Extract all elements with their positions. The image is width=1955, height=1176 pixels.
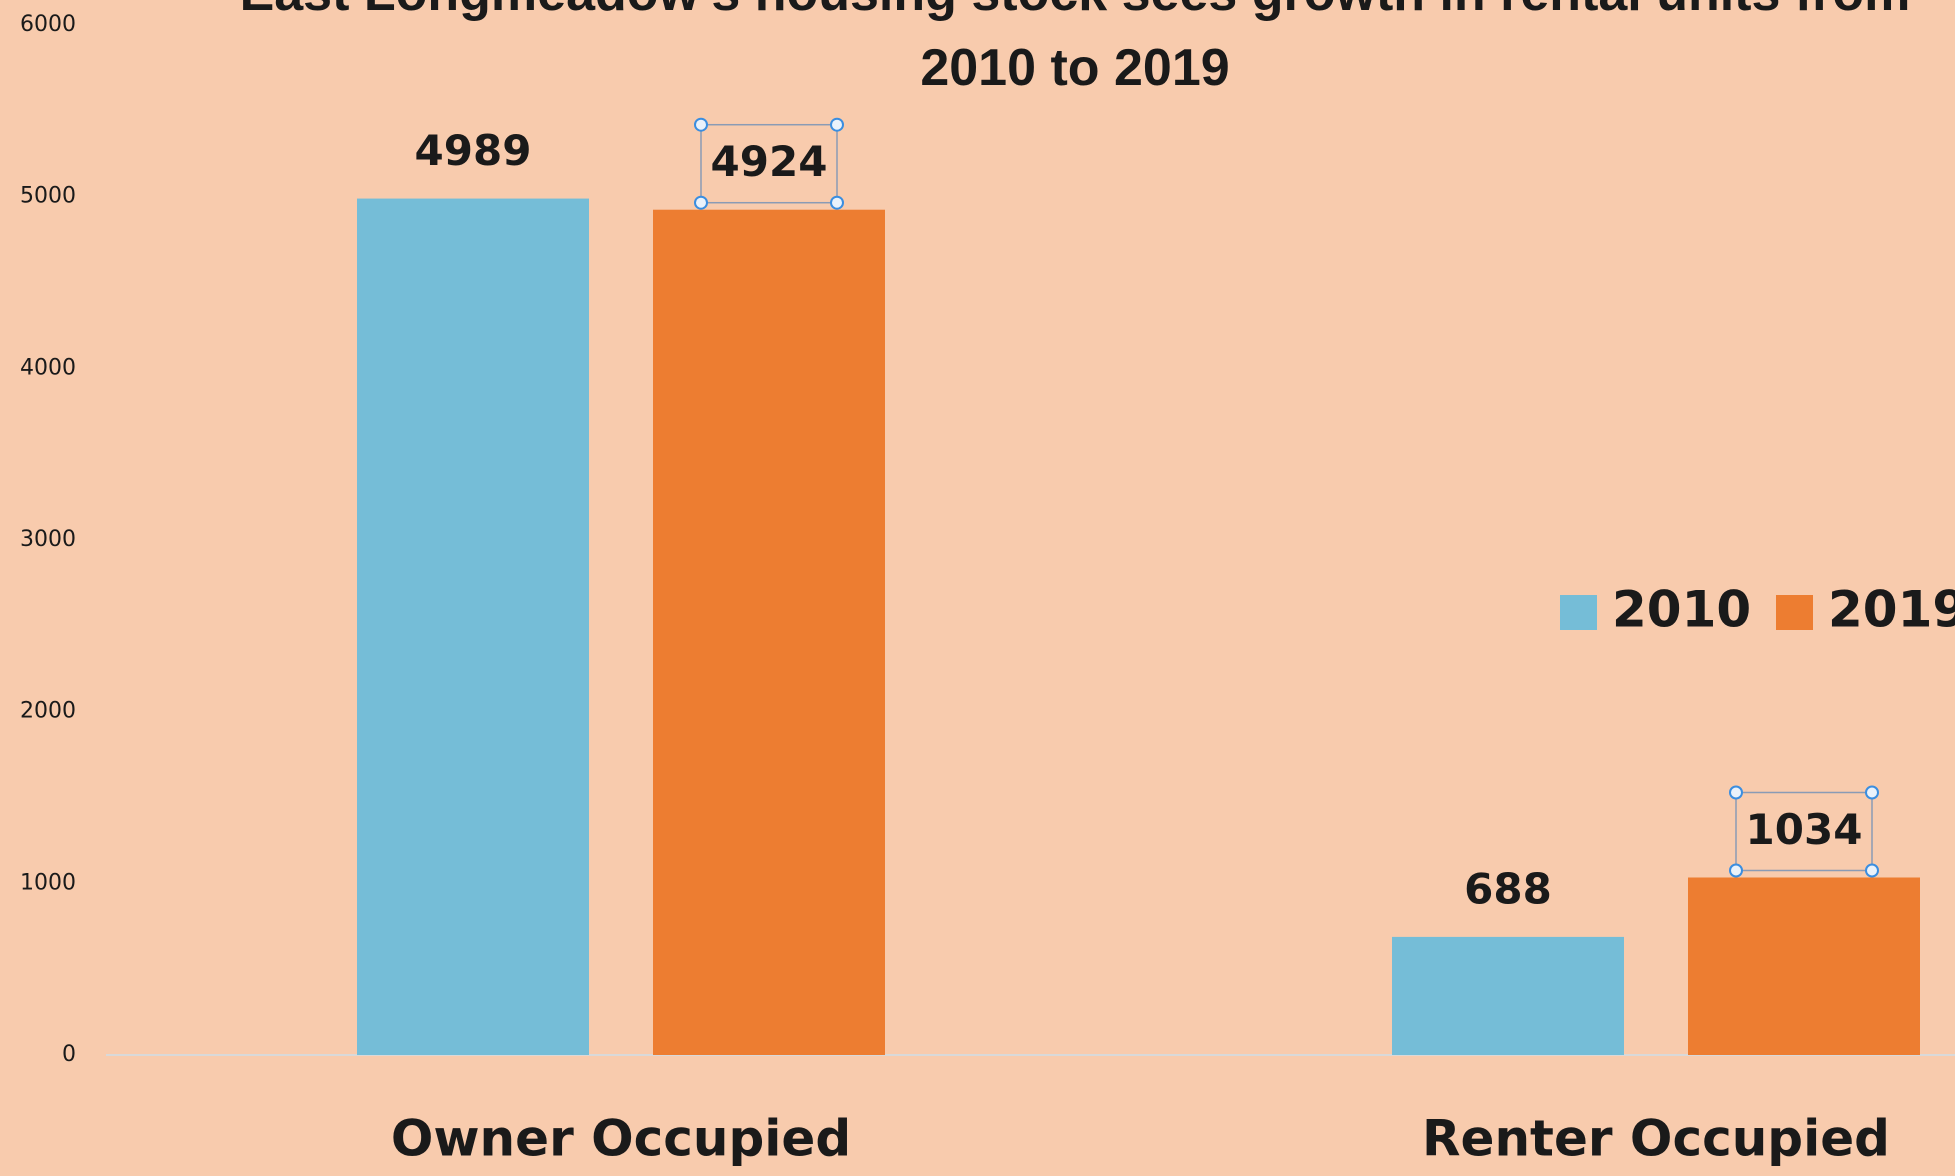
selection-handle — [694, 117, 708, 132]
y-tick-label: 4000 — [20, 355, 76, 380]
legend-label: 2010 — [1612, 581, 1751, 639]
selection-handle — [1865, 785, 1879, 800]
data-label: 4989 — [415, 126, 532, 175]
y-tick-label: 2000 — [20, 699, 76, 724]
bar — [1392, 936, 1624, 1055]
y-tick-label: 1000 — [20, 870, 76, 895]
legend-swatch — [1560, 595, 1597, 630]
bar — [1688, 877, 1920, 1055]
selection-box — [1735, 791, 1873, 872]
y-tick-label: 5000 — [20, 184, 76, 209]
bar — [357, 198, 589, 1055]
y-tick-label: 3000 — [20, 527, 76, 552]
bar — [653, 209, 885, 1056]
selection-box — [700, 123, 838, 204]
y-tick-label: 6000 — [20, 12, 76, 37]
data-label: 1034 — [1746, 805, 1863, 854]
selection-handle — [1865, 863, 1879, 878]
data-label: 688 — [1464, 864, 1552, 913]
selection-handle — [1729, 785, 1743, 800]
selection-handle — [830, 117, 844, 132]
data-label: 4924 — [711, 137, 828, 186]
legend-swatch — [1776, 595, 1813, 630]
y-tick-label: 0 — [62, 1042, 76, 1067]
legend-label: 2019 — [1828, 581, 1955, 639]
chart-title: East Longmeadow's housing stock sees gro… — [240, 0, 1911, 97]
x-tick-label: Owner Occupied — [391, 1110, 851, 1168]
x-tick-label: Renter Occupied — [1422, 1110, 1890, 1168]
selection-handle — [1729, 863, 1743, 878]
selection-handle — [694, 195, 708, 210]
selection-handle — [830, 195, 844, 210]
